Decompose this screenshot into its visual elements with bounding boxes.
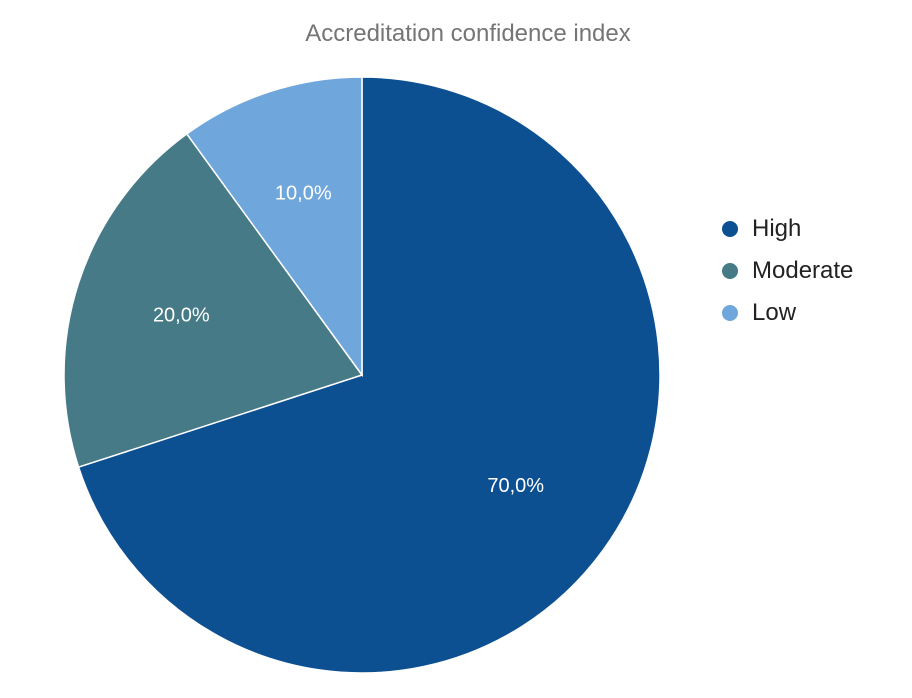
slice-label-low: 10,0%: [275, 183, 332, 205]
pie-slice-moderate[interactable]: [63, 132, 364, 469]
legend-swatch-icon: [722, 263, 738, 279]
slice-label-moderate: 20,0%: [153, 305, 210, 327]
pie-slices: [63, 76, 661, 674]
legend-item-moderate[interactable]: Moderate: [722, 250, 853, 292]
pie-slice-low[interactable]: [185, 76, 363, 378]
legend-label: Moderate: [752, 257, 854, 284]
pie-slice-labels: 70,0% 20,0% 10,0%: [153, 183, 544, 497]
chart-title: Accreditation confidence index: [305, 20, 631, 47]
legend: High Moderate Low: [722, 208, 853, 334]
legend-label: High: [752, 215, 802, 242]
legend-swatch-icon: [722, 221, 738, 237]
pie-slice-high[interactable]: [77, 76, 661, 674]
slice-label-high: 70,0%: [487, 475, 544, 497]
legend-item-high[interactable]: High: [722, 208, 853, 250]
legend-label: Low: [752, 299, 797, 326]
legend-swatch-icon: [722, 305, 738, 321]
legend-item-low[interactable]: Low: [722, 292, 853, 334]
